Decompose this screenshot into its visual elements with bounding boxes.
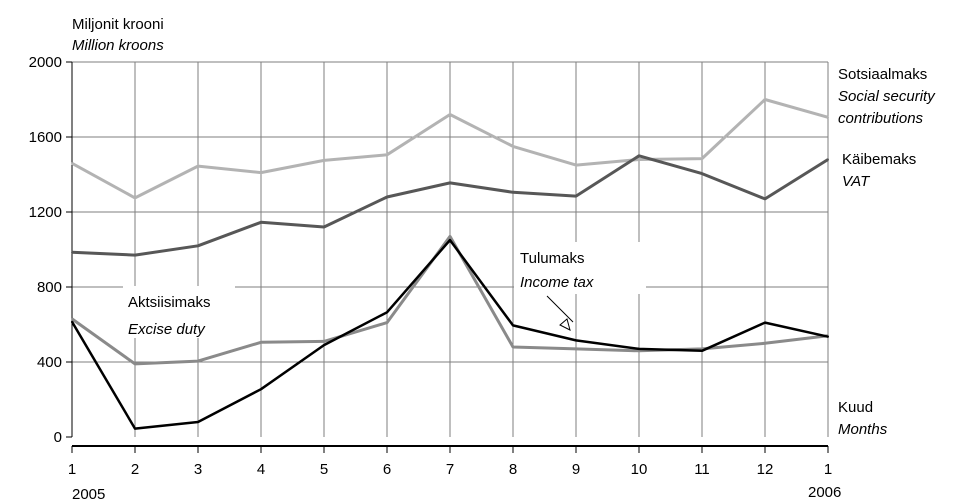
data-point-income: [449, 239, 451, 242]
x-tick-label: 11: [694, 461, 710, 478]
data-point-social: [575, 164, 577, 167]
data-point-social: [449, 113, 451, 116]
y-tick-label: 0: [54, 429, 62, 446]
income-label-background: [514, 242, 646, 294]
data-point-excise: [512, 346, 514, 348]
data-point-income: [827, 335, 829, 338]
data-point-income: [386, 311, 388, 314]
data-point-excise: [386, 321, 388, 324]
data-point-social: [260, 171, 262, 174]
data-point-excise: [323, 340, 325, 343]
data-point-social: [638, 158, 640, 161]
y-axis-title-english: Million kroons: [72, 37, 164, 54]
data-point-vat: [449, 181, 451, 184]
data-point-vat: [260, 221, 262, 224]
x-tick-label: 12: [757, 461, 774, 478]
data-point-social: [512, 145, 514, 148]
x-tick-label: 7: [446, 461, 454, 478]
data-point-income: [323, 344, 325, 347]
data-point-social: [386, 153, 388, 156]
legend-excise-name-english: Excise duty: [128, 321, 206, 338]
data-point-social: [197, 165, 199, 168]
data-point-income: [575, 339, 577, 342]
x-axis: 1 2 3 4 5 6 7 8 9 10 11 12 1: [68, 445, 832, 478]
data-point-income: [197, 421, 199, 423]
data-point-income: [638, 347, 640, 350]
legend-social-name: Sotsiaalmaks: [838, 66, 927, 83]
data-point-social: [71, 162, 73, 165]
y-axis: 0 400 800 1200 1600 2000: [29, 54, 73, 446]
year-label-end: 2006: [808, 484, 841, 501]
x-tick-label: 9: [572, 461, 580, 478]
data-point-excise: [134, 362, 136, 365]
legend-income-name-english: Income tax: [520, 274, 594, 291]
x-tick-label: 10: [631, 461, 648, 478]
data-point-vat: [764, 197, 766, 200]
data-point-income: [512, 324, 514, 327]
x-tick-label: 5: [320, 461, 328, 478]
data-point-vat: [512, 191, 514, 194]
x-tick-label: 8: [509, 461, 517, 478]
y-tick-label: 800: [37, 279, 62, 296]
data-point-vat: [386, 196, 388, 198]
data-point-income: [134, 427, 136, 430]
data-point-vat: [638, 154, 640, 157]
data-point-excise: [260, 341, 262, 344]
data-point-income: [71, 320, 73, 323]
legend-social-name-english: Social security: [838, 88, 936, 105]
data-point-excise: [575, 347, 577, 350]
x-tick-label: 3: [194, 461, 202, 478]
data-point-social: [764, 98, 766, 101]
income-callout-arrowhead: [559, 318, 571, 331]
data-point-social: [134, 196, 136, 199]
series-lines: [70, 98, 829, 430]
x-tick-label: 1: [68, 461, 76, 478]
data-point-vat: [197, 244, 199, 247]
legend-excise-name: Aktsiisimaks: [128, 294, 211, 311]
data-point-social: [323, 159, 325, 162]
x-tick-label: 2: [131, 461, 139, 478]
data-point-income: [260, 388, 262, 391]
data-point-excise: [197, 360, 199, 363]
data-point-vat: [71, 251, 73, 254]
data-point-income: [701, 349, 703, 352]
legend-social-name-english-line2: contributions: [838, 110, 924, 127]
y-tick-label: 1600: [29, 129, 62, 146]
y-tick-label: 2000: [29, 54, 62, 71]
y-tick-label: 400: [37, 354, 62, 371]
data-point-vat: [701, 172, 703, 175]
legend-vat-name: Käibemaks: [842, 151, 916, 168]
data-point-vat: [134, 254, 136, 257]
data-point-excise: [638, 349, 640, 352]
income-callout-line: [546, 295, 574, 323]
x-axis-title-english: Months: [838, 421, 888, 438]
legend-vat-name-english: VAT: [842, 173, 871, 190]
data-point-vat: [323, 226, 325, 228]
x-axis-title: Kuud: [838, 399, 873, 416]
data-point-excise: [449, 235, 451, 238]
x-tick-label: 6: [383, 461, 391, 478]
data-point-vat: [575, 195, 577, 198]
excise-label-background: [123, 286, 235, 338]
x-tick-label: 1: [824, 461, 832, 478]
y-axis-title: Miljonit krooni: [72, 16, 164, 33]
data-point-vat: [827, 158, 829, 161]
data-point-income: [764, 321, 766, 324]
data-point-social: [701, 157, 703, 160]
x-tick-label: 4: [257, 461, 265, 478]
year-label-start: 2005: [72, 486, 105, 503]
data-point-excise: [764, 342, 766, 345]
data-point-social: [827, 116, 829, 119]
legend-income-name: Tulumaks: [520, 250, 584, 267]
data-point-excise: [71, 317, 73, 320]
grid-lines: [72, 61, 829, 437]
y-tick-label: 1200: [29, 204, 62, 221]
